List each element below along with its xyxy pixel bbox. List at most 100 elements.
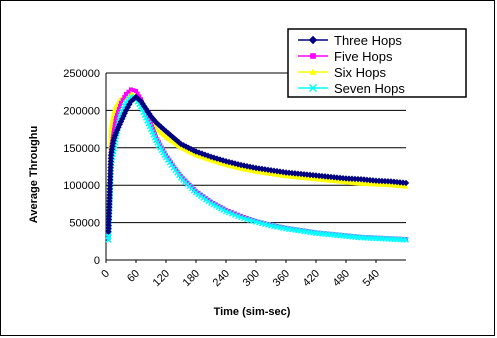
six-hops-point xyxy=(292,174,298,180)
six-hops-point xyxy=(178,145,184,150)
six-hops-line xyxy=(106,91,407,231)
six-hops-point xyxy=(298,175,304,180)
six-hops-point xyxy=(196,153,202,159)
five-hops-point xyxy=(165,155,170,160)
six-hops-point xyxy=(161,132,166,138)
six-hops-point xyxy=(343,179,349,185)
six-hops-point xyxy=(310,176,316,181)
six-hops-point xyxy=(274,172,280,177)
x-tick-label: 480 xyxy=(331,268,352,289)
five-hops-point xyxy=(113,118,118,123)
six-hops-point xyxy=(355,180,361,186)
six-hops-point xyxy=(400,183,406,189)
legend-marker-five-hops xyxy=(310,53,316,59)
six-hops-point xyxy=(193,152,199,158)
six-hops-point xyxy=(394,183,400,188)
legend-label-six-hops: Six Hops xyxy=(334,65,387,80)
five-hops-point xyxy=(117,106,121,111)
six-hops-point xyxy=(202,155,208,161)
six-hops-point xyxy=(265,171,271,176)
six-hops-point xyxy=(286,174,292,179)
six-hops-point xyxy=(235,165,241,170)
y-tick-label: 50000 xyxy=(69,218,100,230)
five-hops-point xyxy=(187,182,192,187)
six-hops-point xyxy=(295,174,301,180)
six-hops-point xyxy=(325,177,331,183)
x-axis-title: Time (sim-sec) xyxy=(214,306,291,318)
six-hops-point xyxy=(158,130,164,136)
five-hops-point xyxy=(224,207,228,212)
five-hops-point xyxy=(112,124,117,129)
five-hops-point xyxy=(146,115,151,120)
x-tick-label: 540 xyxy=(361,268,382,289)
six-hops-point xyxy=(208,158,214,163)
five-hops-line xyxy=(107,88,407,240)
six-hops-point xyxy=(205,156,211,162)
six-hops-point xyxy=(229,164,235,169)
six-hops-point xyxy=(313,176,319,182)
six-hops-point xyxy=(328,178,334,183)
six-hops-point xyxy=(168,138,174,143)
five-hops-point xyxy=(209,199,213,204)
five-hops-point xyxy=(131,88,136,93)
five-hops-point xyxy=(137,94,142,99)
five-hops-point xyxy=(196,190,201,195)
six-hops-point xyxy=(244,167,250,172)
six-hops-point xyxy=(403,184,409,189)
y-axis-title: Average Throughu xyxy=(28,126,40,223)
x-tick-label: 60 xyxy=(125,268,142,285)
six-hops-point xyxy=(397,183,403,189)
six-hops-point xyxy=(217,160,223,166)
six-hops-point xyxy=(271,171,277,177)
six-hops-point xyxy=(388,182,394,188)
six-hops-point xyxy=(280,173,286,178)
six-hops-point xyxy=(188,150,194,155)
five-hops-point xyxy=(119,100,123,105)
five-hops-point xyxy=(185,180,190,185)
five-hops-point xyxy=(122,94,127,99)
five-hops-point xyxy=(206,197,211,202)
legend-label-seven-hops: Seven Hops xyxy=(334,81,405,96)
six-hops-point xyxy=(111,111,116,117)
six-hops-point xyxy=(181,146,186,152)
six-hops-point xyxy=(220,161,226,167)
five-hops-point xyxy=(181,176,186,181)
five-hops-point xyxy=(151,126,155,131)
five-hops-point xyxy=(183,178,188,183)
x-tick-label: 300 xyxy=(241,268,262,289)
y-tick-label: 0 xyxy=(94,255,100,267)
y-tick-label: 250000 xyxy=(63,68,100,80)
five-hops-point xyxy=(161,147,166,152)
six-hops-point xyxy=(232,164,238,170)
six-hops-point xyxy=(253,169,259,174)
three-hops-point xyxy=(402,179,410,187)
six-hops-point xyxy=(176,143,181,149)
five-hops-point xyxy=(120,97,125,102)
legend-marker-seven-hops xyxy=(308,83,318,93)
five-hops-point xyxy=(219,205,223,210)
five-hops-point xyxy=(114,115,118,120)
five-hops-point xyxy=(221,206,226,211)
seven-hops-point xyxy=(402,236,410,243)
six-hops-point xyxy=(223,162,229,168)
six-hops-point xyxy=(199,154,205,160)
six-hops-point xyxy=(268,171,274,176)
six-hops-point xyxy=(163,134,169,140)
six-hops-point xyxy=(111,109,117,114)
five-hops-point xyxy=(242,214,246,219)
five-hops-point xyxy=(129,87,133,92)
five-hops-point xyxy=(134,88,138,93)
five-hops-point xyxy=(167,157,172,162)
y-tick-label: 150000 xyxy=(63,143,100,155)
five-hops-point xyxy=(216,203,221,208)
x-tick-label: 420 xyxy=(301,268,322,289)
six-hops-point xyxy=(226,163,232,168)
legend-marker-six-hops xyxy=(309,68,317,75)
five-hops-point xyxy=(112,127,116,132)
five-hops-point xyxy=(239,213,243,218)
five-hops-point xyxy=(211,201,216,206)
six-hops-point xyxy=(289,174,295,179)
x-tick-label: 0 xyxy=(99,268,112,281)
six-hops-point xyxy=(211,158,217,164)
